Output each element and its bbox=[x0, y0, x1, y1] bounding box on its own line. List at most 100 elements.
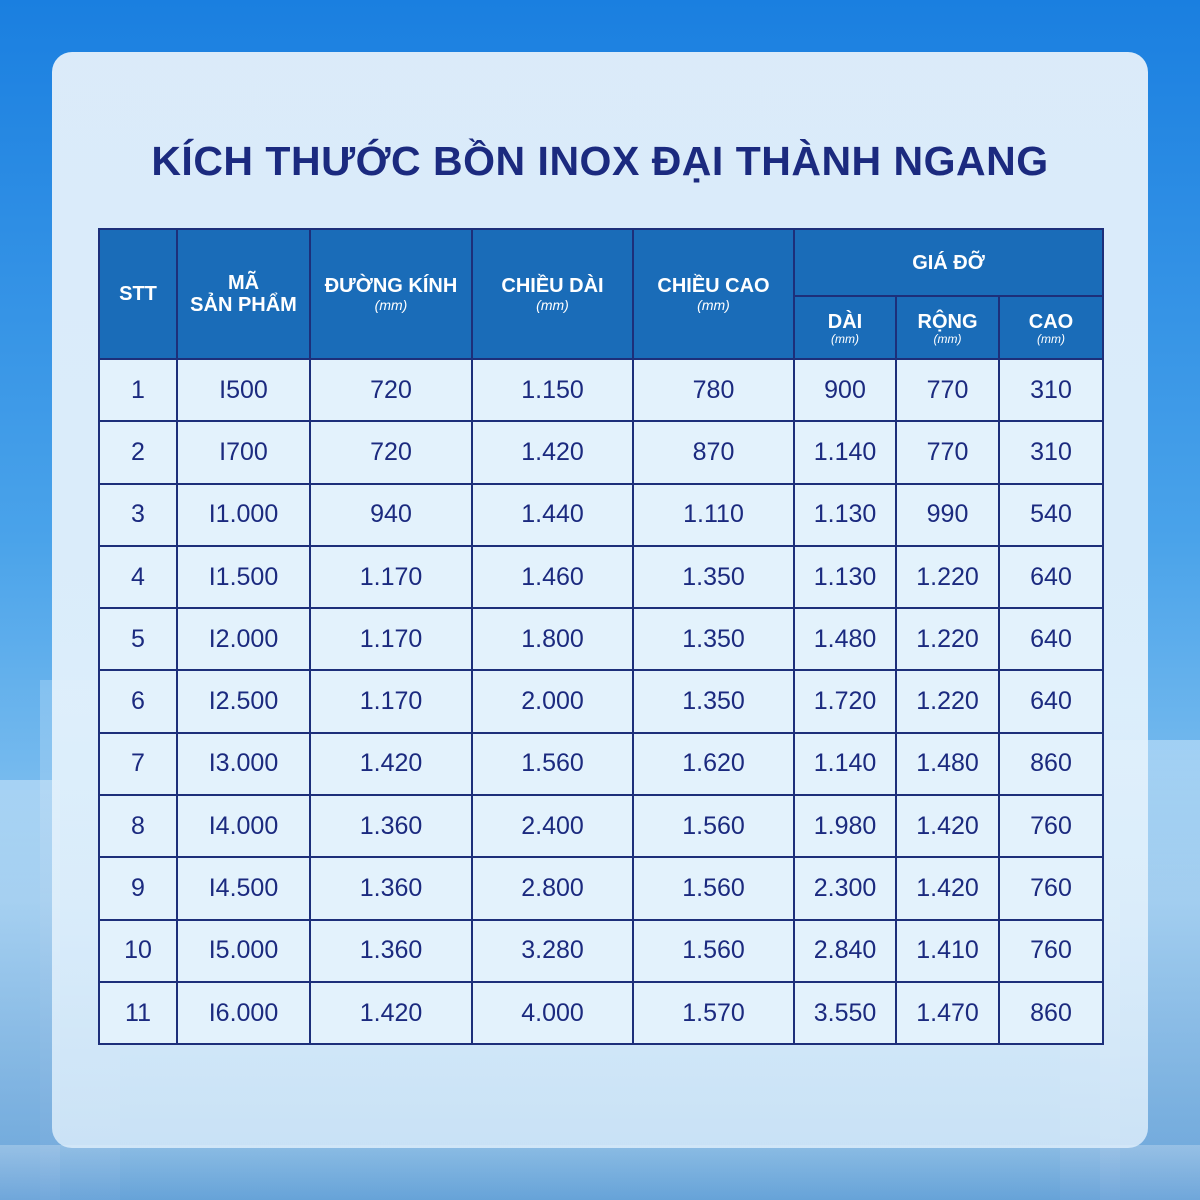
cell-gia-do-dai: 1.140 bbox=[793, 731, 897, 797]
cell-gia-do-rong: 1.410 bbox=[895, 918, 1000, 983]
cell-chieu-dai: 1.440 bbox=[471, 482, 634, 547]
cell-duong-kinh: 1.360 bbox=[309, 794, 473, 859]
cell-chieu-cao: 1.560 bbox=[632, 856, 795, 921]
page-title: KÍCH THƯỚC BỒN INOX ĐẠI THÀNH NGANG bbox=[151, 138, 1049, 184]
cell-chieu-cao: 780 bbox=[632, 357, 795, 423]
table-row: 11 I6.000 1.420 4.000 1.570 3.550 1.470 860 bbox=[98, 980, 1104, 1046]
cell-gia-do-dai: 1.480 bbox=[793, 607, 897, 672]
cell-ma-san-pham: I6.000 bbox=[176, 980, 311, 1046]
cell-gia-do-cao: 640 bbox=[998, 669, 1104, 734]
cell-stt: 5 bbox=[98, 607, 178, 672]
cell-stt: 7 bbox=[98, 731, 178, 797]
table-row: 9 I4.500 1.360 2.800 1.560 2.300 1.420 760 bbox=[98, 856, 1104, 921]
cell-stt: 4 bbox=[98, 544, 178, 610]
cell-gia-do-dai: 2.840 bbox=[793, 918, 897, 983]
cell-duong-kinh: 1.170 bbox=[309, 669, 473, 734]
cell-stt: 9 bbox=[98, 856, 178, 921]
cell-chieu-dai: 4.000 bbox=[471, 980, 634, 1046]
cell-chieu-cao: 1.110 bbox=[632, 482, 795, 547]
cell-chieu-cao: 1.350 bbox=[632, 544, 795, 610]
cell-gia-do-dai: 1.980 bbox=[793, 794, 897, 859]
table-row: 8 I4.000 1.360 2.400 1.560 1.980 1.420 760 bbox=[98, 794, 1104, 859]
cell-chieu-dai: 3.280 bbox=[471, 918, 634, 983]
dimensions-table: STT MÃ SẢN PHẨM ĐƯỜNG KÍNH (mm) CHIỀU DÀI(… bbox=[98, 228, 1104, 1046]
cell-gia-do-rong: 1.220 bbox=[895, 669, 1000, 734]
cell-duong-kinh: 1.420 bbox=[309, 731, 473, 797]
cell-ma-san-pham: I4.000 bbox=[176, 794, 311, 859]
header-ma-san-pham: MÃ SẢN PHẨM bbox=[176, 228, 311, 360]
table-row: 3 I1.000 940 1.440 1.110 1.130 990 540 bbox=[98, 482, 1104, 547]
cell-chieu-dai: 1.800 bbox=[471, 607, 634, 672]
cell-duong-kinh: 1.420 bbox=[309, 980, 473, 1046]
cell-chieu-dai: 1.150 bbox=[471, 357, 634, 423]
cell-gia-do-cao: 640 bbox=[998, 607, 1104, 672]
cell-ma-san-pham: I1.000 bbox=[176, 482, 311, 547]
header-gia-do: GIÁ ĐỠ bbox=[793, 228, 1104, 297]
cell-gia-do-rong: 990 bbox=[895, 482, 1000, 547]
cell-ma-san-pham: I2.500 bbox=[176, 669, 311, 734]
cell-gia-do-dai: 3.550 bbox=[793, 980, 897, 1046]
cell-chieu-cao: 1.350 bbox=[632, 669, 795, 734]
header-dai: DÀI (mm) bbox=[793, 295, 897, 360]
cell-stt: 8 bbox=[98, 794, 178, 859]
header-stt: STT bbox=[98, 228, 178, 360]
cell-duong-kinh: 940 bbox=[309, 482, 473, 547]
header-chieu-cao: CHIỀU CAO (mm) bbox=[632, 228, 795, 360]
cell-chieu-dai: 2.400 bbox=[471, 794, 634, 859]
cell-chieu-cao: 870 bbox=[632, 420, 795, 485]
table-row: 6 I2.500 1.170 2.000 1.350 1.720 1.220 640 bbox=[98, 669, 1104, 734]
cell-stt: 1 bbox=[98, 357, 178, 423]
header-rong: RỘNG (mm) bbox=[895, 295, 1000, 360]
cell-chieu-dai: 2.800 bbox=[471, 856, 634, 921]
header-cao: CAO (mm) bbox=[998, 295, 1104, 360]
cell-chieu-dai: 1.560 bbox=[471, 731, 634, 797]
cell-ma-san-pham: I700 bbox=[176, 420, 311, 485]
cell-gia-do-cao: 760 bbox=[998, 794, 1104, 859]
cell-gia-do-cao: 760 bbox=[998, 856, 1104, 921]
cell-gia-do-rong: 1.470 bbox=[895, 980, 1000, 1046]
cell-chieu-dai: 1.460 bbox=[471, 544, 634, 610]
cell-gia-do-cao: 760 bbox=[998, 918, 1104, 983]
table-row: 7 I3.000 1.420 1.560 1.620 1.140 1.480 860 bbox=[98, 731, 1104, 797]
cell-chieu-cao: 1.350 bbox=[632, 607, 795, 672]
cell-chieu-cao: 1.560 bbox=[632, 918, 795, 983]
cell-chieu-cao: 1.560 bbox=[632, 794, 795, 859]
cell-ma-san-pham: I4.500 bbox=[176, 856, 311, 921]
cell-gia-do-dai: 1.130 bbox=[793, 482, 897, 547]
cell-gia-do-rong: 1.220 bbox=[895, 607, 1000, 672]
cell-gia-do-rong: 770 bbox=[895, 420, 1000, 485]
cell-chieu-dai: 1.420 bbox=[471, 420, 634, 485]
cell-stt: 10 bbox=[98, 918, 178, 983]
cell-duong-kinh: 1.170 bbox=[309, 544, 473, 610]
cell-stt: 11 bbox=[98, 980, 178, 1046]
cell-chieu-cao: 1.570 bbox=[632, 980, 795, 1046]
cell-gia-do-dai: 2.300 bbox=[793, 856, 897, 921]
cell-ma-san-pham: I2.000 bbox=[176, 607, 311, 672]
cell-gia-do-dai: 1.720 bbox=[793, 669, 897, 734]
cell-gia-do-rong: 1.420 bbox=[895, 856, 1000, 921]
cell-gia-do-cao: 310 bbox=[998, 357, 1104, 423]
cell-duong-kinh: 720 bbox=[309, 420, 473, 485]
cell-chieu-cao: 1.620 bbox=[632, 731, 795, 797]
cell-stt: 6 bbox=[98, 669, 178, 734]
cell-ma-san-pham: I3.000 bbox=[176, 731, 311, 797]
cell-chieu-dai: 2.000 bbox=[471, 669, 634, 734]
cell-gia-do-dai: 1.140 bbox=[793, 420, 897, 485]
header-chieu-dai: CHIỀU DÀI (mm) bbox=[471, 228, 634, 360]
cell-gia-do-rong: 1.480 bbox=[895, 731, 1000, 797]
cell-gia-do-rong: 1.420 bbox=[895, 794, 1000, 859]
cell-gia-do-cao: 310 bbox=[998, 420, 1104, 485]
table-row: 2 I700 720 1.420 870 1.140 770 310 bbox=[98, 420, 1104, 485]
cell-stt: 3 bbox=[98, 482, 178, 547]
table-row: 5 I2.000 1.170 1.800 1.350 1.480 1.220 640 bbox=[98, 607, 1104, 672]
table-row: 4 I1.500 1.170 1.460 1.350 1.130 1.220 640 bbox=[98, 544, 1104, 610]
cell-gia-do-cao: 860 bbox=[998, 731, 1104, 797]
table-row: 1 I500 720 1.150 780 900 770 310 bbox=[98, 357, 1104, 423]
cell-duong-kinh: 720 bbox=[309, 357, 473, 423]
header-duong-kinh: ĐƯỜNG KÍNH (mm) bbox=[309, 228, 473, 360]
cell-gia-do-rong: 770 bbox=[895, 357, 1000, 423]
cell-duong-kinh: 1.360 bbox=[309, 856, 473, 921]
cell-ma-san-pham: I1.500 bbox=[176, 544, 311, 610]
cell-gia-do-cao: 860 bbox=[998, 980, 1104, 1046]
cell-gia-do-dai: 1.130 bbox=[793, 544, 897, 610]
